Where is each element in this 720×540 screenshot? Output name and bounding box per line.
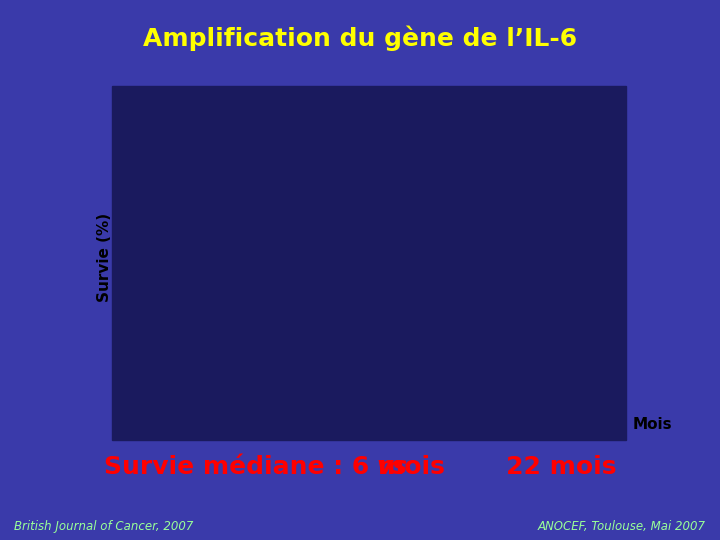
Text: ANOCEF, Toulouse, Mai 2007: ANOCEF, Toulouse, Mai 2007 xyxy=(538,520,706,533)
Text: British Journal of Cancer, 2007: British Journal of Cancer, 2007 xyxy=(14,520,194,533)
Text: IL-6 non amplifié
(n=21): IL-6 non amplifié (n=21) xyxy=(474,263,572,291)
Text: IL-6 amplifié
(n=15): IL-6 amplifié (n=15) xyxy=(287,334,359,362)
Text: 36 GBM: 36 GBM xyxy=(297,107,368,125)
FancyBboxPatch shape xyxy=(112,86,626,440)
Text: vs: vs xyxy=(377,455,408,479)
Text: Survie médiane : 6 mois       22 mois: Survie médiane : 6 mois 22 mois xyxy=(104,455,616,479)
Text: P= 0.0022: P= 0.0022 xyxy=(398,142,478,157)
Y-axis label: Survie (%): Survie (%) xyxy=(97,213,112,302)
Text: Amplification du gène de l’IL-6: Amplification du gène de l’IL-6 xyxy=(143,25,577,51)
Text: Mois: Mois xyxy=(632,417,672,433)
